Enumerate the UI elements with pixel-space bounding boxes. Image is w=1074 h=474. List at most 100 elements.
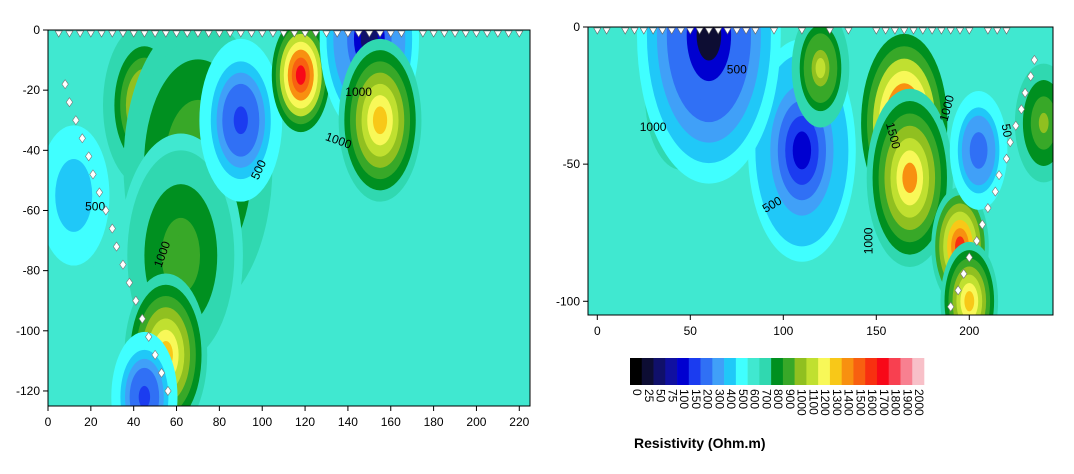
- plot-frame: [587, 26, 1054, 316]
- resistivity-section-left: 0 20 40 60 80 100 120 140 160 180 200 220 0 -20 -40 -60…: [16, 23, 531, 429]
- anomaly-band: [295, 65, 306, 85]
- colorbar-level-label: 1000: [795, 389, 809, 416]
- colorbar-swatch: [771, 358, 784, 385]
- x-tick-label: 40: [127, 415, 141, 429]
- borehole-marker: [1002, 153, 1011, 164]
- electrode-marker: [322, 30, 331, 38]
- x-tick-label: 200: [959, 324, 979, 338]
- anomaly-band: [815, 58, 826, 79]
- x-tick-label: 150: [866, 324, 886, 338]
- colorbar-swatch: [900, 358, 913, 385]
- electrode-marker: [183, 30, 192, 38]
- colorbar-level-label: 1900: [900, 389, 914, 416]
- y-tick-label: -60: [23, 203, 41, 217]
- colorbar-swatch: [759, 358, 772, 385]
- borehole-marker: [965, 252, 973, 263]
- electrode-marker: [937, 27, 946, 35]
- electrode-marker: [704, 27, 713, 35]
- electrode-marker: [686, 27, 695, 35]
- colorbar-level-label: 400: [724, 389, 738, 409]
- colorbar-level-label: 50: [654, 389, 668, 403]
- colorbar-swatch: [841, 358, 854, 385]
- colorbar-swatch: [806, 358, 819, 385]
- colorbar-level-label: 1300: [830, 389, 844, 416]
- electrode-marker: [161, 30, 170, 38]
- colorbar-title: Resistivity (Ohm.m): [634, 435, 765, 451]
- borehole-marker: [157, 367, 166, 378]
- electrode-marker: [279, 30, 288, 38]
- x-tick-label: 0: [45, 415, 52, 429]
- electrode-marker: [172, 30, 181, 38]
- contour-label: 1000: [345, 85, 372, 99]
- electrode-marker: [504, 30, 513, 38]
- resistivity-field: [588, 27, 1053, 315]
- electrode-marker: [769, 27, 779, 35]
- electrode-marker: [872, 27, 881, 35]
- electrode-marker: [333, 30, 342, 38]
- colorbar-swatch: [876, 358, 890, 385]
- electrode-marker: [247, 30, 256, 38]
- x-tick-label: 20: [84, 415, 98, 429]
- electrode-marker: [118, 30, 128, 38]
- borehole-marker: [1012, 120, 1020, 131]
- colorbar-level-label: 75: [665, 389, 679, 403]
- colorbar-swatch: [641, 358, 654, 385]
- electrode-marker: [483, 30, 492, 38]
- electrode-marker: [714, 27, 723, 35]
- colorbar-swatch: [782, 358, 795, 385]
- colorbar-swatch: [712, 358, 725, 385]
- electrode-marker: [649, 27, 658, 35]
- colorbar-level-label: 100: [677, 389, 691, 409]
- anomaly-band: [66, 181, 81, 210]
- anomaly-band: [973, 140, 984, 161]
- anomaly-band: [1038, 112, 1049, 134]
- electrode-marker: [1002, 27, 1011, 35]
- x-tick-label: 140: [338, 415, 358, 429]
- electrode-marker: [621, 27, 630, 35]
- borehole-marker: [164, 385, 172, 396]
- y-tick-label: -100: [16, 324, 40, 338]
- x-tick-label: 160: [381, 415, 401, 429]
- electrode-marker: [639, 27, 648, 35]
- electrode-marker: [955, 27, 965, 35]
- colorbar-swatch: [724, 358, 737, 385]
- anomaly-band: [233, 106, 248, 135]
- colorbar-swatch: [853, 358, 866, 385]
- electrode-marker: [965, 27, 974, 35]
- anomaly-band: [372, 106, 388, 135]
- electrode-marker: [86, 30, 95, 38]
- electrode-marker: [354, 30, 363, 38]
- y-tick-label: 0: [33, 23, 40, 37]
- plot-frame: [47, 29, 531, 407]
- x-tick-label: 100: [252, 415, 272, 429]
- colorbar-level-label: 1700: [877, 389, 891, 416]
- borehole-marker: [108, 223, 116, 234]
- electrode-marker: [493, 30, 502, 38]
- electrode-marker: [946, 27, 955, 35]
- x-tick-label: 220: [509, 415, 529, 429]
- electrode-marker: [301, 30, 310, 38]
- y-tick-label: -120: [16, 384, 40, 398]
- electrode-marker: [630, 27, 639, 35]
- contour-label: 1000: [862, 227, 876, 254]
- electrode-marker: [667, 27, 676, 35]
- anomaly-band: [696, 27, 722, 61]
- electrode-marker: [797, 27, 806, 35]
- borehole-marker: [991, 186, 999, 197]
- colorbar-swatch: [735, 358, 748, 385]
- contour-label: 1000: [640, 120, 667, 134]
- colorbar-swatch: [865, 358, 878, 385]
- electrode-marker: [236, 30, 245, 38]
- borehole-marker: [125, 277, 133, 288]
- borehole-marker: [1006, 137, 1014, 148]
- colorbar-level-label: 900: [783, 389, 797, 409]
- electrode-marker: [742, 27, 751, 35]
- contour-label: 50: [999, 123, 1015, 139]
- colorbar-swatch: [888, 358, 901, 385]
- x-tick-label: 0: [594, 324, 601, 338]
- borehole-marker: [151, 349, 159, 360]
- x-tick-label: 60: [170, 415, 184, 429]
- electrode-marker: [54, 30, 63, 38]
- electrode-marker: [658, 27, 667, 35]
- electrode-marker: [215, 30, 224, 38]
